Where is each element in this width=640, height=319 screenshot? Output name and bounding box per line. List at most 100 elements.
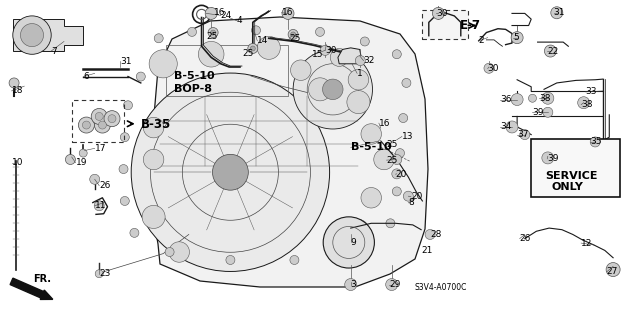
Text: 25: 25 <box>242 49 253 58</box>
Circle shape <box>288 29 298 40</box>
Circle shape <box>425 229 435 240</box>
Text: 15: 15 <box>312 50 324 59</box>
Text: 37: 37 <box>517 130 529 139</box>
Circle shape <box>291 60 311 80</box>
Circle shape <box>257 36 280 59</box>
Text: 22: 22 <box>547 47 559 56</box>
Text: 30: 30 <box>436 9 448 18</box>
Polygon shape <box>13 19 83 51</box>
Circle shape <box>293 50 372 129</box>
Circle shape <box>396 149 404 158</box>
Bar <box>166 45 288 96</box>
Text: 38: 38 <box>581 100 593 109</box>
Text: E-7: E-7 <box>460 19 481 32</box>
Text: 11: 11 <box>95 201 106 210</box>
Text: 5: 5 <box>513 33 519 42</box>
Circle shape <box>95 270 103 278</box>
Text: 23: 23 <box>99 269 111 278</box>
Circle shape <box>361 188 381 208</box>
Text: 4: 4 <box>237 16 243 25</box>
Text: 7: 7 <box>51 47 57 56</box>
Circle shape <box>606 263 620 277</box>
Text: B-35: B-35 <box>141 118 171 131</box>
Text: 34: 34 <box>500 122 512 131</box>
Circle shape <box>291 32 296 37</box>
Circle shape <box>143 149 164 170</box>
Text: 20: 20 <box>411 192 422 201</box>
Circle shape <box>399 114 408 122</box>
Text: 29: 29 <box>389 280 401 289</box>
Circle shape <box>99 121 106 129</box>
Circle shape <box>348 219 369 240</box>
Text: 31: 31 <box>120 57 132 66</box>
Text: 3: 3 <box>351 280 356 289</box>
Circle shape <box>374 149 394 170</box>
Circle shape <box>484 63 494 73</box>
Circle shape <box>402 78 411 87</box>
Text: 16: 16 <box>379 119 390 128</box>
Text: 39: 39 <box>532 108 544 117</box>
Text: 31: 31 <box>554 8 565 17</box>
Circle shape <box>108 115 116 123</box>
Circle shape <box>578 97 589 109</box>
Text: 32: 32 <box>364 56 375 65</box>
Circle shape <box>136 72 145 81</box>
Circle shape <box>198 41 224 67</box>
Circle shape <box>94 201 104 211</box>
Text: S3V4-A0700C: S3V4-A0700C <box>415 283 467 292</box>
Circle shape <box>79 117 95 133</box>
FancyArrow shape <box>10 278 52 300</box>
Text: B-5-10: B-5-10 <box>174 71 214 81</box>
Text: FR.: FR. <box>33 274 51 284</box>
Text: 26: 26 <box>520 234 531 243</box>
Bar <box>72 100 124 142</box>
Circle shape <box>142 205 165 228</box>
Circle shape <box>392 50 401 59</box>
Text: B-5-10: B-5-10 <box>351 142 391 152</box>
Text: 19: 19 <box>76 158 87 167</box>
Text: 24: 24 <box>221 11 232 20</box>
Text: 2: 2 <box>479 36 484 45</box>
Text: 25: 25 <box>289 34 301 43</box>
Text: 21: 21 <box>421 246 433 255</box>
Text: ONLY: ONLY <box>552 182 584 192</box>
Circle shape <box>119 165 128 174</box>
Circle shape <box>290 256 299 264</box>
Circle shape <box>226 256 235 264</box>
Circle shape <box>361 124 381 144</box>
Text: 25: 25 <box>387 156 398 165</box>
Text: 38: 38 <box>539 94 550 103</box>
Circle shape <box>20 24 44 47</box>
Circle shape <box>433 7 444 19</box>
Circle shape <box>104 111 120 127</box>
Circle shape <box>248 43 258 54</box>
Circle shape <box>392 169 402 179</box>
Circle shape <box>95 112 103 121</box>
Text: 25: 25 <box>387 140 398 149</box>
Circle shape <box>506 121 518 133</box>
Text: 27: 27 <box>607 267 618 276</box>
Circle shape <box>282 7 294 19</box>
Circle shape <box>79 149 87 157</box>
Circle shape <box>403 191 413 201</box>
Circle shape <box>120 197 129 205</box>
Circle shape <box>590 137 600 147</box>
Circle shape <box>360 37 369 46</box>
Circle shape <box>392 187 401 196</box>
Text: 30: 30 <box>325 46 337 55</box>
Circle shape <box>83 121 90 129</box>
Circle shape <box>520 130 530 140</box>
Text: 36: 36 <box>500 95 512 104</box>
Circle shape <box>308 78 332 101</box>
Circle shape <box>120 133 129 142</box>
Circle shape <box>131 73 330 271</box>
Text: SERVICE: SERVICE <box>545 171 598 181</box>
Text: 26: 26 <box>99 181 111 190</box>
Circle shape <box>65 154 76 165</box>
Circle shape <box>386 219 395 228</box>
Text: 10: 10 <box>12 158 23 167</box>
Circle shape <box>92 108 108 124</box>
Text: 28: 28 <box>430 230 442 239</box>
Polygon shape <box>152 17 428 287</box>
Circle shape <box>90 174 100 184</box>
